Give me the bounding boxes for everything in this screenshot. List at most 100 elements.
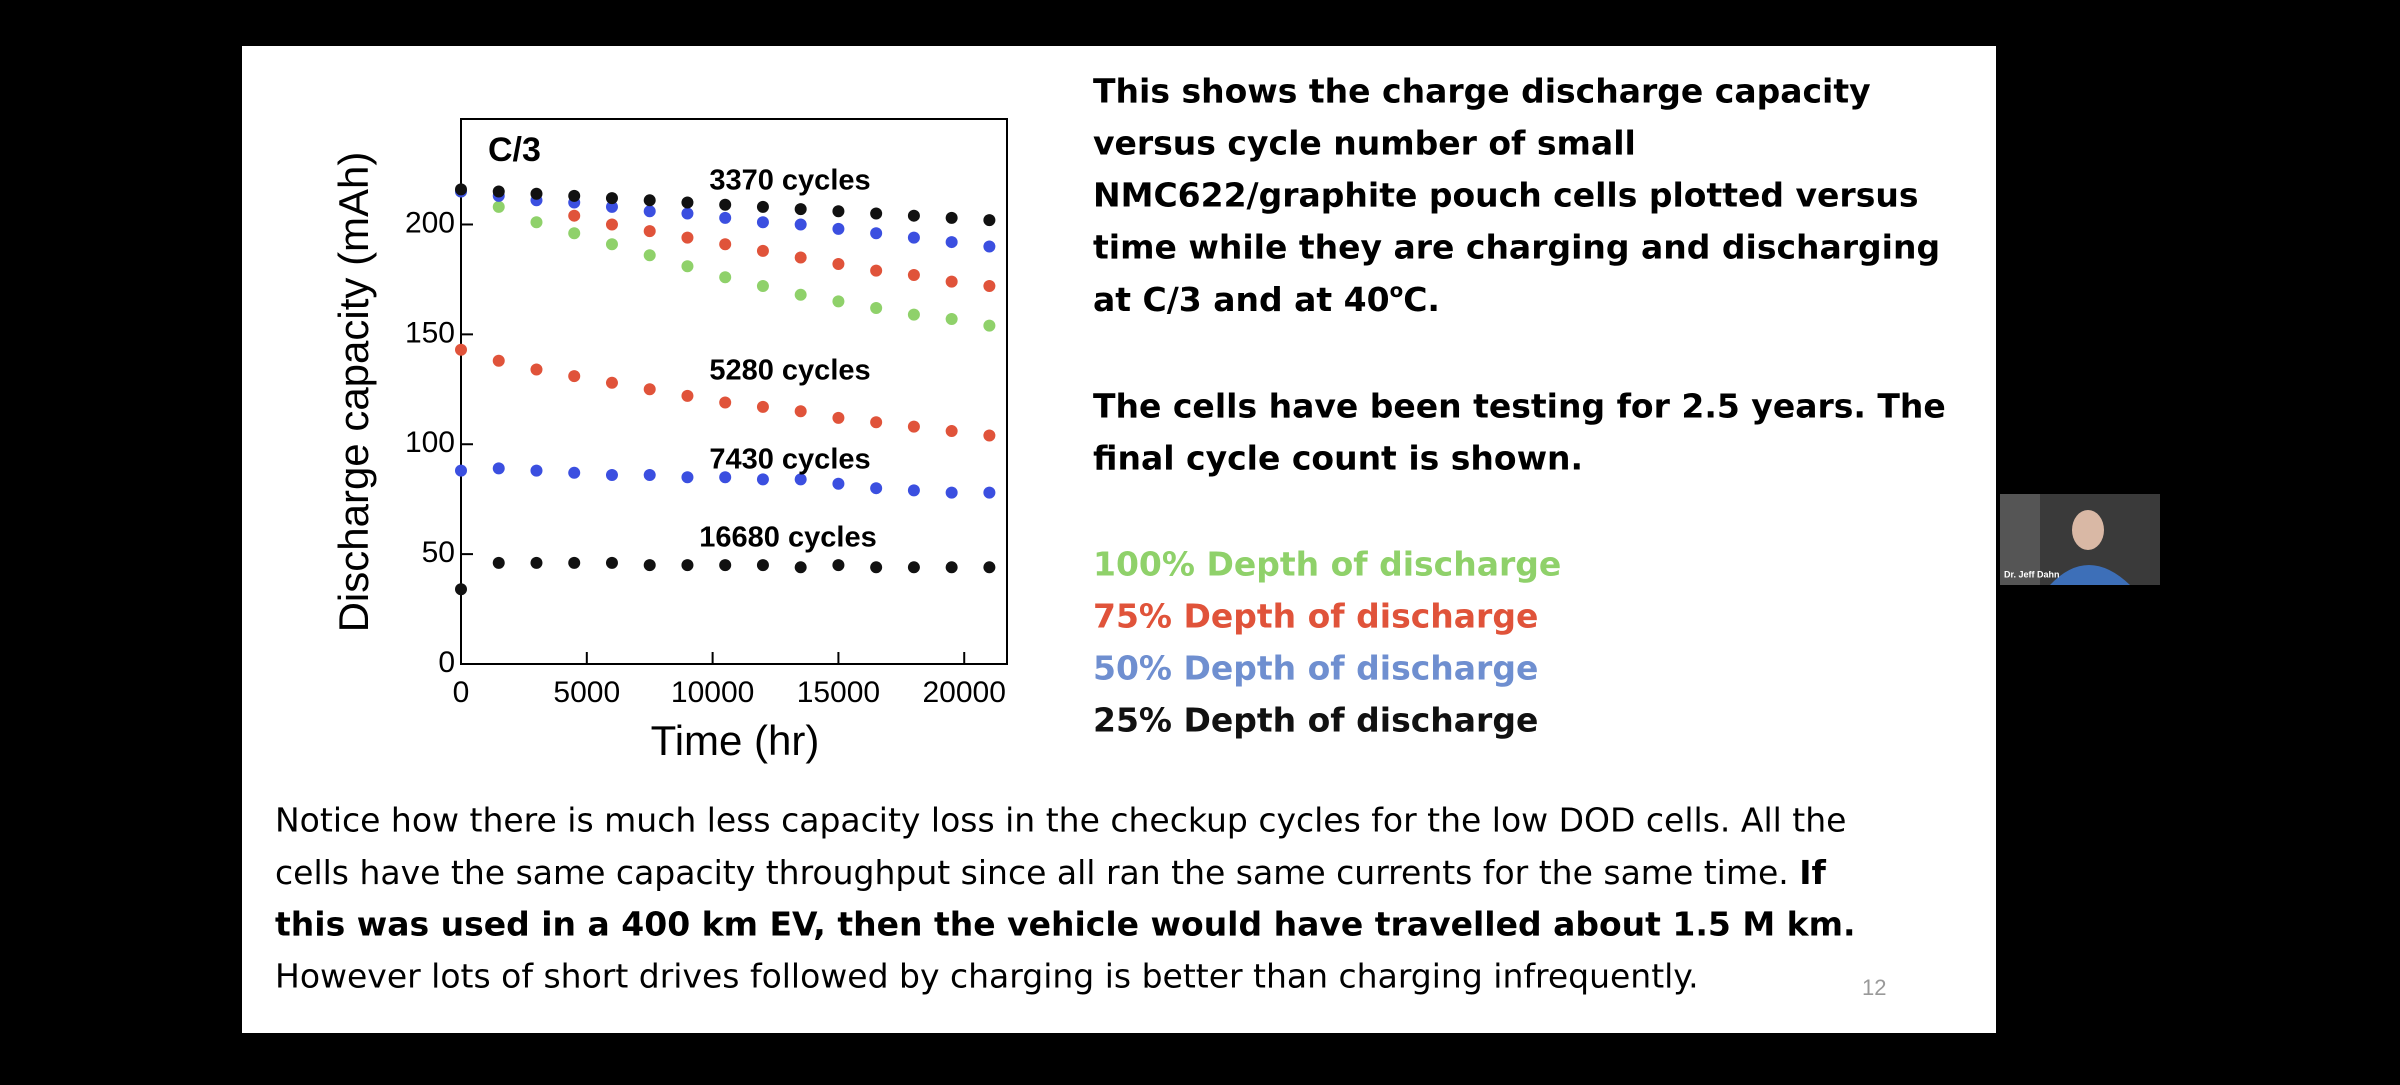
data-point — [492, 200, 505, 213]
description-line: This shows the charge discharge capacity — [1093, 72, 1871, 111]
data-point — [907, 484, 920, 497]
data-point — [643, 205, 656, 218]
data-point — [605, 376, 618, 389]
footer-line: cells have the same capacity throughput … — [275, 853, 1827, 892]
x-tick-label: 20000 — [923, 676, 1006, 709]
data-point — [643, 383, 656, 396]
data-point — [794, 251, 807, 264]
data-point — [681, 196, 694, 209]
note-line: final cycle count is shown. — [1093, 439, 1583, 478]
slide — [242, 46, 1996, 1033]
data-point — [492, 462, 505, 475]
data-point — [568, 227, 581, 240]
page-number: 12 — [1862, 975, 1886, 1000]
data-point — [832, 411, 845, 424]
data-point — [530, 363, 543, 376]
data-point — [719, 198, 732, 211]
data-point — [605, 469, 618, 482]
data-point — [530, 464, 543, 477]
data-point — [983, 429, 996, 442]
data-point — [945, 236, 958, 249]
data-point — [794, 288, 807, 301]
description-line: versus cycle number of small — [1093, 124, 1636, 163]
x-tick-label: 10000 — [671, 676, 754, 709]
data-point — [492, 556, 505, 569]
data-point — [719, 271, 732, 284]
data-point — [719, 211, 732, 224]
legend-entry: 75% Depth of discharge — [1093, 597, 1538, 636]
data-point — [907, 269, 920, 282]
data-point — [945, 211, 958, 224]
data-point — [907, 209, 920, 222]
data-point — [832, 222, 845, 235]
data-point — [832, 258, 845, 271]
data-point — [870, 416, 883, 429]
legend-entry: 100% Depth of discharge — [1093, 545, 1561, 584]
data-point — [794, 203, 807, 216]
data-point — [681, 559, 694, 572]
data-point — [832, 295, 845, 308]
data-point — [794, 561, 807, 574]
data-point — [681, 389, 694, 402]
webcam-bg — [2000, 494, 2040, 585]
data-point — [719, 471, 732, 484]
plot — [455, 183, 996, 596]
data-point — [719, 396, 732, 409]
footer-line: this was used in a 400 km EV, then the v… — [275, 905, 1856, 944]
legend-entry: 50% Depth of discharge — [1093, 649, 1538, 688]
y-axis-label: Discharge capacity (mAh) — [330, 152, 377, 633]
data-point — [643, 559, 656, 572]
data-point — [907, 308, 920, 321]
data-point — [455, 343, 467, 356]
data-point — [681, 260, 694, 273]
data-point — [568, 189, 581, 202]
data-point — [756, 400, 769, 413]
data-point — [643, 249, 656, 262]
data-point — [983, 280, 996, 293]
text-part: o — [1390, 279, 1404, 302]
data-point — [605, 556, 618, 569]
x-tick-label: 5000 — [553, 676, 620, 709]
cycle-annotation: 5280 cycles — [709, 355, 870, 387]
footer-line: However lots of short drives followed by… — [275, 957, 1699, 996]
data-point — [756, 216, 769, 229]
data-point — [605, 218, 618, 231]
data-point — [945, 275, 958, 288]
data-point — [794, 218, 807, 231]
data-point — [870, 264, 883, 277]
data-point — [681, 207, 694, 220]
chart-title: C/3 — [488, 131, 541, 169]
data-point — [568, 556, 581, 569]
data-point — [945, 561, 958, 574]
text-part: cells have the same capacity throughput … — [275, 853, 1799, 892]
description-line: NMC622/graphite pouch cells plotted vers… — [1093, 176, 1918, 215]
plot-frame — [460, 118, 1008, 665]
data-point — [455, 464, 467, 477]
data-point — [870, 227, 883, 240]
data-point — [907, 561, 920, 574]
data-point — [832, 559, 845, 572]
data-point — [605, 192, 618, 205]
note-line: The cells have been testing for 2.5 year… — [1093, 387, 1946, 426]
data-point — [643, 194, 656, 207]
data-point — [530, 556, 543, 569]
data-point — [870, 482, 883, 495]
data-point — [756, 200, 769, 213]
data-point — [983, 240, 996, 253]
data-point — [719, 238, 732, 251]
y-tick-label: 0 — [438, 646, 455, 679]
data-point — [870, 561, 883, 574]
y-tick-label: 50 — [422, 536, 455, 569]
data-point — [530, 187, 543, 200]
data-point — [907, 231, 920, 244]
y-tick-label: 100 — [405, 426, 455, 459]
data-point — [719, 559, 732, 572]
data-point — [945, 486, 958, 499]
data-point — [643, 469, 656, 482]
x-axis-label: Time (hr) — [651, 717, 820, 764]
data-point — [756, 559, 769, 572]
x-tick-label: 15000 — [797, 676, 880, 709]
data-point — [907, 420, 920, 433]
x-tick-label: 0 — [453, 676, 470, 709]
